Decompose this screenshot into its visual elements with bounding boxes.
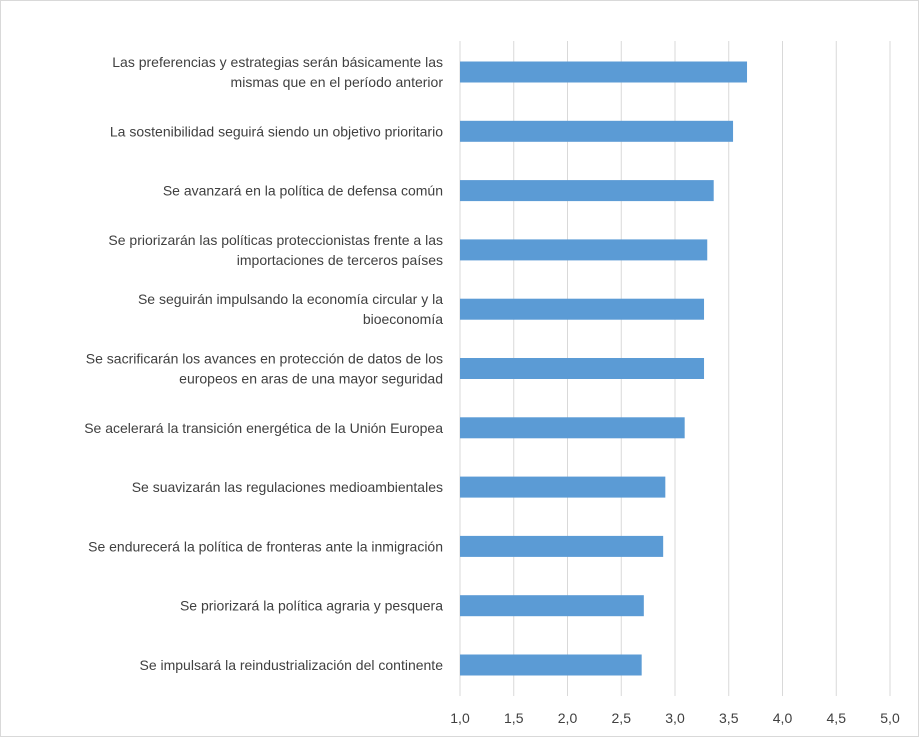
- bar: [460, 298, 705, 320]
- x-tick-label: 3,0: [665, 710, 685, 726]
- category-label: importaciones de terceros países: [237, 252, 443, 268]
- x-tick-label: 2,5: [612, 710, 632, 726]
- bar: [460, 180, 714, 202]
- category-label: Se seguirán impulsando la economía circu…: [138, 291, 443, 307]
- category-label: europeos en aras de una mayor seguridad: [179, 371, 443, 387]
- category-label: Se endurecerá la política de fronteras a…: [88, 538, 443, 554]
- category-label: Se priorizará la política agraria y pesq…: [180, 598, 443, 614]
- bar: [460, 476, 666, 498]
- x-tick-label: 2,0: [558, 710, 578, 726]
- bar: [460, 595, 644, 617]
- category-label: mismas que en el período anterior: [231, 74, 444, 90]
- category-label: La sostenibilidad seguirá siendo un obje…: [110, 123, 443, 139]
- x-tick-label: 5,0: [880, 710, 900, 726]
- category-label: Se suavizarán las regulaciones medioambi…: [132, 479, 443, 495]
- x-tick-label: 3,5: [719, 710, 739, 726]
- bar: [460, 358, 705, 379]
- x-tick-label: 1,0: [450, 710, 470, 726]
- category-label: bioeconomía: [363, 311, 443, 327]
- bar: [460, 654, 642, 676]
- bar: [460, 239, 708, 261]
- bar: [460, 535, 664, 557]
- category-label: Se sacrificarán los avances en protecció…: [86, 351, 443, 367]
- bar: [460, 120, 734, 142]
- category-label: Se priorizarán las políticas proteccioni…: [108, 232, 443, 248]
- category-label: Se avanzará en la política de defensa co…: [163, 183, 443, 199]
- category-label: Se acelerará la transición energética de…: [84, 420, 443, 436]
- x-tick-label: 4,0: [773, 710, 793, 726]
- x-tick-label: 4,5: [827, 710, 847, 726]
- x-tick-label: 1,5: [504, 710, 524, 726]
- bar: [460, 61, 748, 83]
- category-label: Se impulsará la reindustrialización del …: [139, 657, 443, 673]
- category-label: Las preferencias y estrategias serán bás…: [112, 54, 443, 70]
- bar: [460, 417, 685, 439]
